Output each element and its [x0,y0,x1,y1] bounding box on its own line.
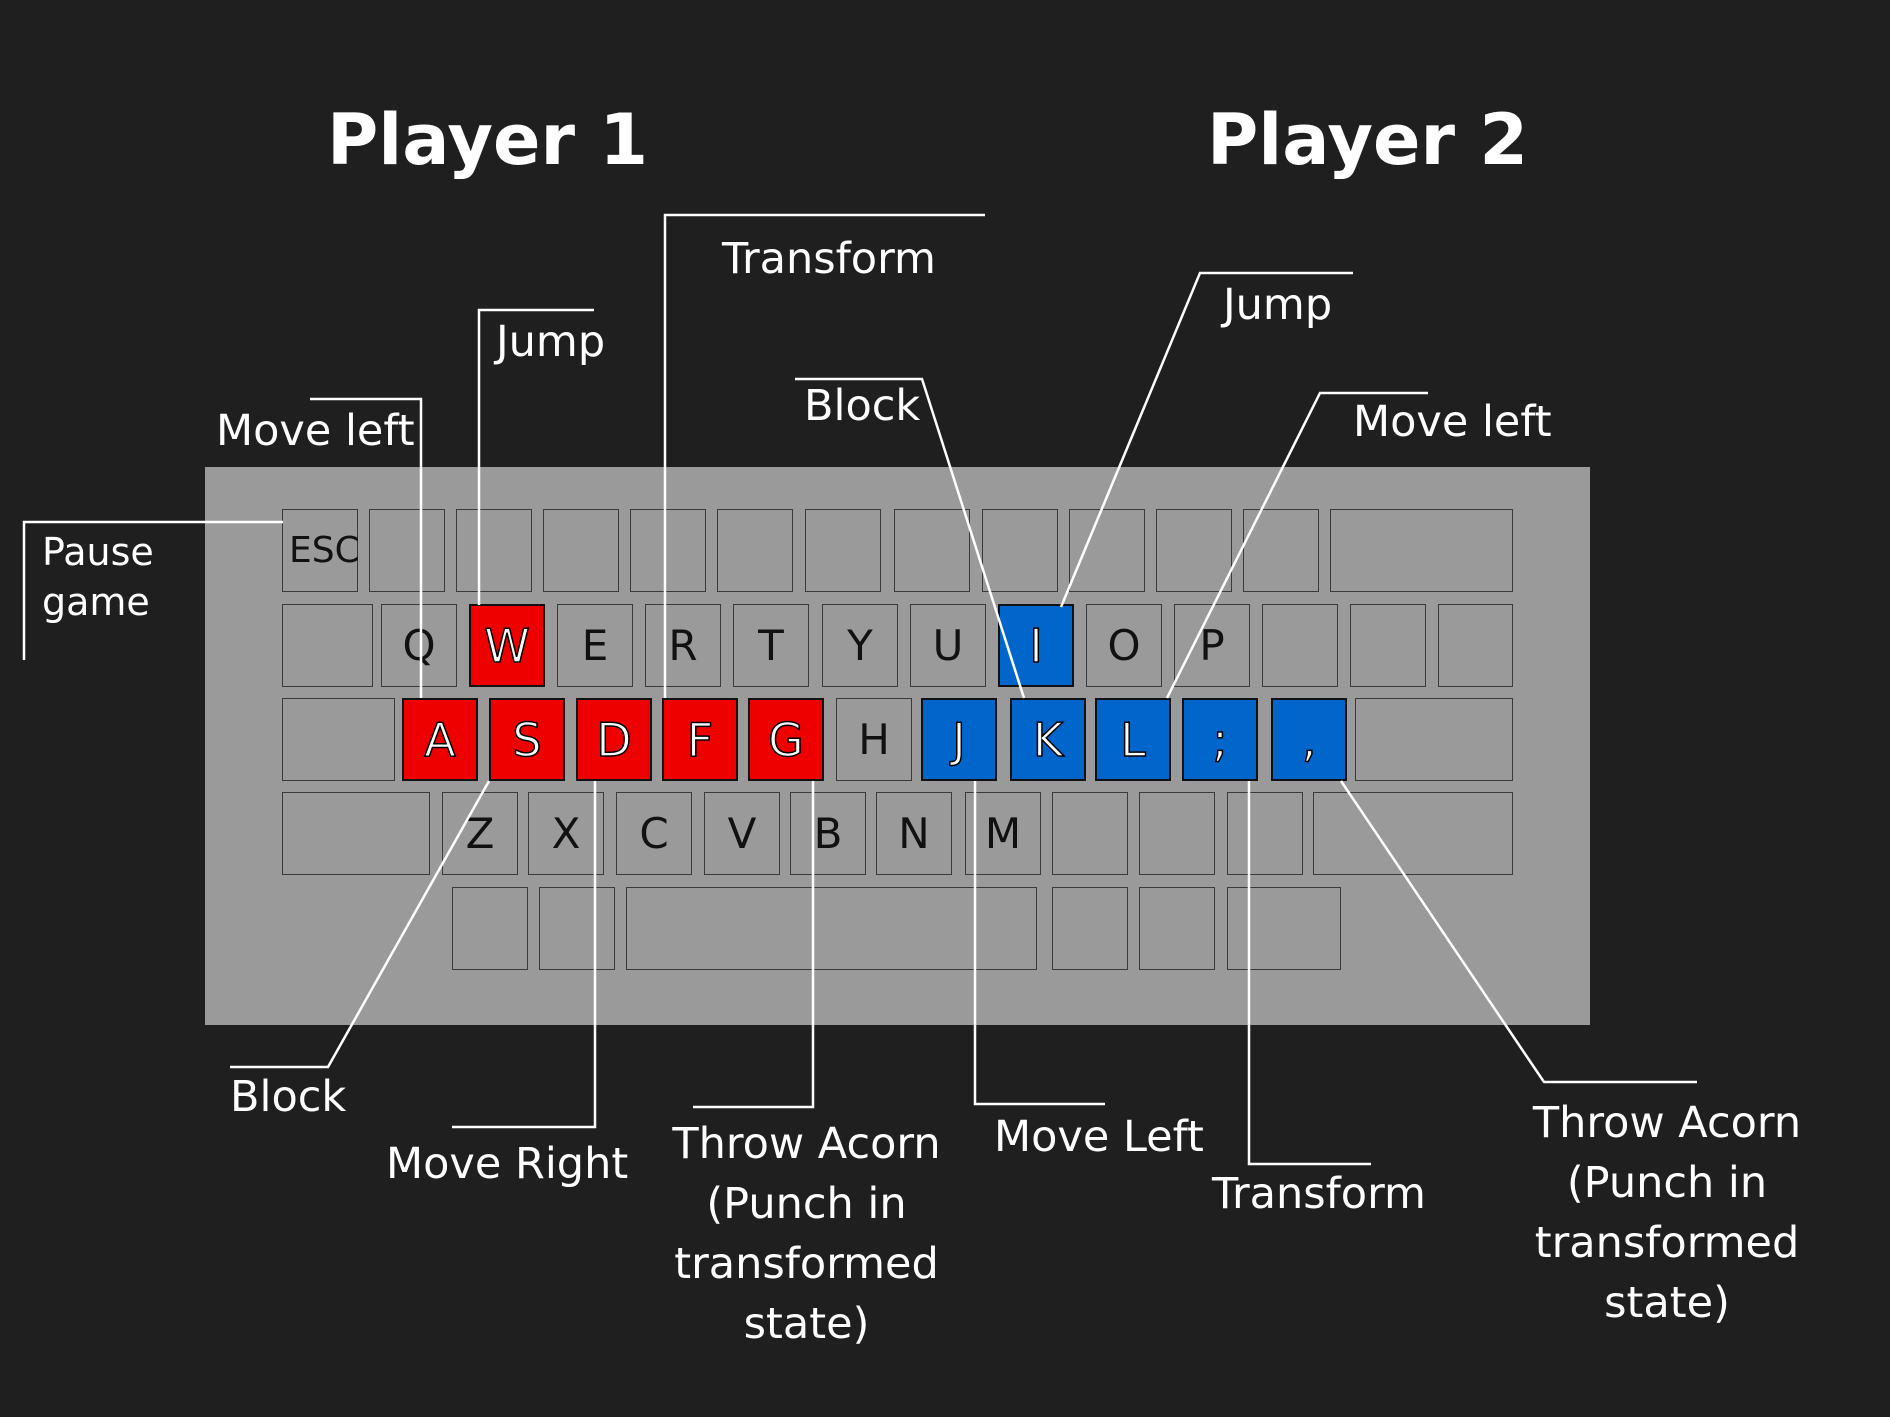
key-blank[interactable] [1330,509,1513,592]
player-1-title: Player 1 [327,99,649,181]
key-r[interactable]: R [645,604,721,687]
key-blank[interactable] [543,509,619,592]
key-tab[interactable] [282,604,373,687]
player-2-title: Player 2 [1207,99,1529,181]
label-p1-pause-game: Pause game [42,530,154,624]
key-i[interactable]: I [998,604,1074,687]
key-blank[interactable] [1227,792,1303,875]
key-blank[interactable] [1069,509,1145,592]
key-blank[interactable] [1243,509,1319,592]
key-blank[interactable] [1227,887,1341,970]
label-p1-move-right: Move Right [386,1139,629,1189]
key-l[interactable]: L [1095,698,1171,781]
keyboard: ESC Q W E R T Y U I O P A S D F G H J K … [205,467,1590,1025]
label-p1-jump: Jump [496,317,606,367]
key-b[interactable]: B [790,792,866,875]
key-blank[interactable] [1350,604,1426,687]
key-blank[interactable] [894,509,970,592]
key-blank[interactable] [717,509,793,592]
key-t[interactable]: T [733,604,809,687]
key-shift-left[interactable] [282,792,430,875]
label-p1-block: Block [230,1072,347,1122]
key-e[interactable]: E [557,604,633,687]
key-q[interactable]: Q [381,604,457,687]
key-w[interactable]: W [469,604,545,687]
key-a[interactable]: A [402,698,478,781]
key-esc[interactable]: ESC [282,509,360,592]
key-blank[interactable] [630,509,706,592]
key-h[interactable]: H [836,698,912,781]
key-blank[interactable] [1052,792,1128,875]
key-blank[interactable] [369,509,445,592]
key-m[interactable]: M [965,792,1041,875]
key-enter[interactable] [1355,698,1513,781]
key-k[interactable]: K [1010,698,1086,781]
key-caps[interactable] [282,698,395,781]
key-shift-right[interactable] [1313,792,1513,875]
key-j[interactable]: J [921,698,997,781]
label-p1-throw-acorn: Throw Acorn (Punch in transformed state) [672,1119,941,1349]
key-d[interactable]: D [576,698,652,781]
key-blank[interactable] [1052,887,1128,970]
key-g[interactable]: G [748,698,824,781]
label-p2-block: Block [804,381,921,431]
key-n[interactable]: N [876,792,952,875]
key-blank[interactable] [1139,792,1215,875]
key-blank[interactable] [1139,887,1215,970]
key-blank[interactable] [982,509,1058,592]
key-o[interactable]: O [1086,604,1162,687]
key-p[interactable]: P [1174,604,1250,687]
key-semicolon[interactable]: ; [1182,698,1258,781]
label-p1-move-left: Move left [216,406,415,456]
key-blank[interactable] [805,509,881,592]
key-c[interactable]: C [616,792,692,875]
key-x[interactable]: X [528,792,604,875]
key-blank[interactable] [1438,604,1513,687]
label-p2-jump: Jump [1223,280,1333,330]
label-p2-move-left-bottom: Move Left [994,1112,1204,1162]
key-y[interactable]: Y [822,604,898,687]
key-s[interactable]: S [489,698,565,781]
label-p1-transform: Transform [722,234,936,284]
key-blank[interactable] [1262,604,1338,687]
key-f[interactable]: F [662,698,738,781]
label-p2-move-left: Move left [1353,397,1552,447]
label-p2-throw-acorn: Throw Acorn (Punch in transformed state) [1532,1098,1802,1328]
key-u[interactable]: U [910,604,986,687]
key-blank[interactable] [539,887,615,970]
key-blank[interactable] [456,509,532,592]
key-comma[interactable]: , [1271,698,1347,781]
key-space[interactable] [626,887,1037,970]
label-p2-transform: Transform [1212,1169,1426,1219]
key-blank[interactable] [1156,509,1232,592]
key-blank[interactable] [452,887,528,970]
key-v[interactable]: V [704,792,780,875]
key-z[interactable]: Z [442,792,518,875]
